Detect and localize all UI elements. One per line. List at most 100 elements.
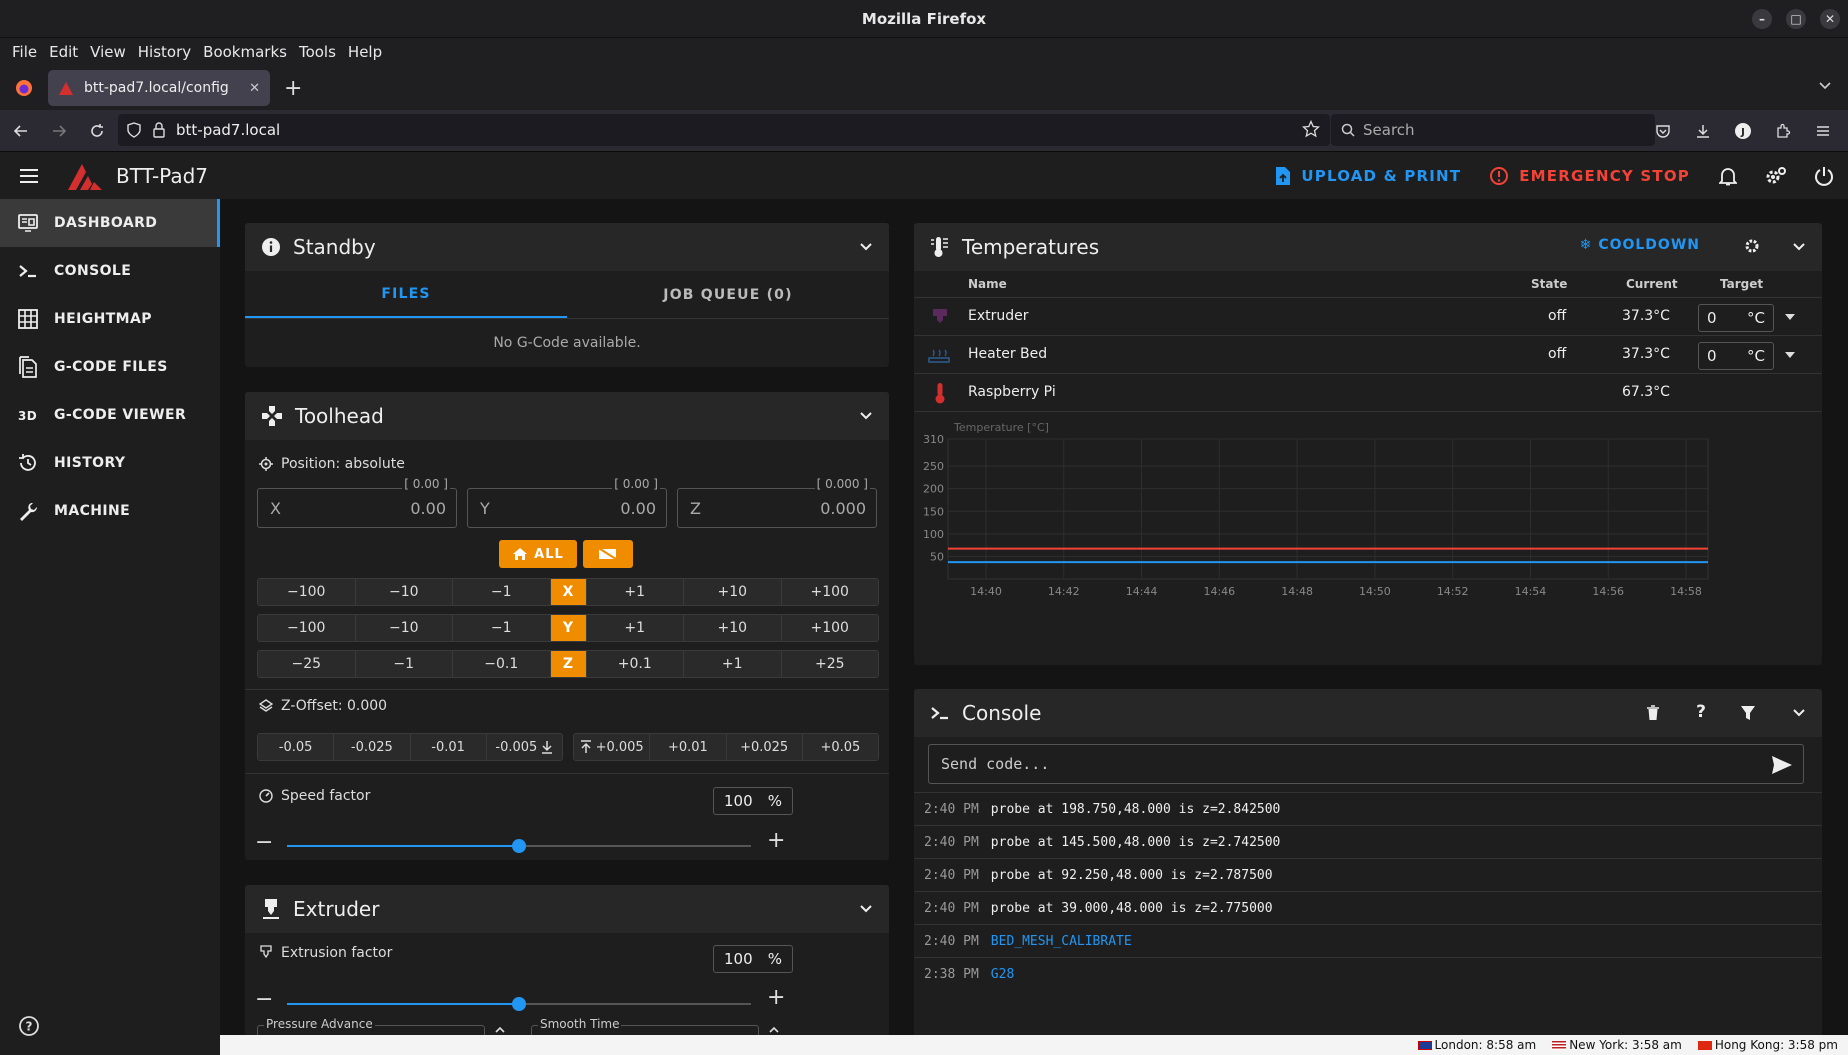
extensions-icon[interactable] (1766, 114, 1800, 148)
jog-z-button[interactable]: −25 (258, 651, 356, 677)
jog-x-button[interactable]: +10 (684, 579, 782, 605)
heater-bed-target-input[interactable]: 0 °C (1698, 342, 1774, 370)
z-offset-up-button[interactable]: +0.025 (726, 734, 803, 760)
z-offset-down-button[interactable]: -0.01 (410, 734, 487, 760)
motors-off-button[interactable] (583, 540, 633, 568)
sidebar-item-history[interactable]: HISTORY (0, 439, 220, 487)
menu-toggle-icon[interactable] (0, 168, 58, 184)
console-command-input[interactable]: Send code... (928, 744, 1804, 784)
notifications-bell-icon[interactable] (1704, 152, 1752, 199)
chevron-down-icon[interactable] (857, 406, 875, 424)
forward-button[interactable] (42, 114, 76, 148)
tab-job-queue[interactable]: JOB QUEUE (0) (663, 286, 793, 303)
cooldown-button[interactable]: ❄ COOLDOWN (1579, 237, 1700, 253)
pressure-advance-field[interactable]: Pressure Advance (257, 1017, 485, 1035)
home-z-button[interactable]: Z (550, 651, 587, 677)
chevron-down-icon[interactable] (1790, 237, 1808, 255)
menu-history[interactable]: History (137, 43, 192, 61)
reload-button[interactable] (80, 114, 114, 148)
chevron-down-icon[interactable] (857, 237, 875, 255)
z-offset-up-button[interactable]: +0.05 (802, 734, 878, 760)
back-button[interactable] (4, 114, 38, 148)
jog-z-button[interactable]: +1 (684, 651, 782, 677)
shield-icon[interactable] (126, 122, 142, 138)
help-icon[interactable]: ? (18, 1015, 40, 1037)
jog-y-button[interactable]: −10 (355, 615, 453, 641)
chevron-down-icon[interactable] (1790, 703, 1808, 721)
app-menu-icon[interactable] (1806, 114, 1840, 148)
jog-x-button[interactable]: −10 (355, 579, 453, 605)
list-all-tabs-icon[interactable] (1818, 78, 1832, 92)
delete-icon[interactable] (1646, 705, 1660, 721)
status-panel-header[interactable]: Standby (245, 223, 889, 271)
console-panel-header[interactable]: Console ? (914, 689, 1822, 737)
minimize-button[interactable]: – (1752, 9, 1772, 29)
x-position-field[interactable]: X[ 0.00 ] 0.00 (257, 477, 457, 528)
jog-y-button[interactable]: +10 (684, 615, 782, 641)
firefox-view-icon[interactable] (0, 79, 48, 97)
downloads-icon[interactable] (1686, 114, 1720, 148)
toolhead-panel-header[interactable]: Toolhead (245, 392, 889, 440)
sidebar-item-heightmap[interactable]: HEIGHTMAP (0, 295, 220, 343)
speed-factor-input[interactable]: 100% (713, 787, 793, 815)
preset-dropdown-icon[interactable] (1784, 312, 1796, 322)
jog-x-button[interactable]: −100 (258, 579, 356, 605)
jog-y-button[interactable]: −100 (258, 615, 356, 641)
extrusion-factor-input[interactable]: 100% (713, 945, 793, 973)
menu-view[interactable]: View (90, 43, 126, 61)
y-position-field[interactable]: Y[ 0.00 ] 0.00 (467, 477, 667, 528)
maximize-button[interactable]: □ (1786, 9, 1806, 29)
temperatures-panel-header[interactable]: Temperatures ❄ COOLDOWN (914, 223, 1822, 271)
jog-z-button[interactable]: −1 (355, 651, 453, 677)
sidebar-item-machine[interactable]: MACHINE (0, 487, 220, 535)
jog-x-button[interactable]: +100 (781, 579, 878, 605)
jog-z-button[interactable]: −0.1 (453, 651, 551, 677)
emergency-stop-button[interactable]: EMERGENCY STOP (1475, 166, 1704, 186)
menu-file[interactable]: File (12, 43, 38, 61)
chevron-up-icon[interactable] (493, 1023, 507, 1035)
z-offset-down-button[interactable]: -0.05 (258, 734, 335, 760)
extrusion-increase-button[interactable]: + (767, 985, 786, 1010)
sidebar-item-gcode-files[interactable]: G-CODE FILES (0, 343, 220, 391)
chevron-down-icon[interactable] (857, 899, 875, 917)
lock-icon[interactable] (152, 122, 166, 138)
power-icon[interactable] (1800, 152, 1848, 199)
extruder-target-input[interactable]: 0 °C (1698, 304, 1774, 332)
speed-decrease-button[interactable]: − (255, 830, 274, 855)
z-offset-up-button[interactable]: +0.005 (574, 734, 651, 760)
smooth-time-field[interactable]: Smooth Time (531, 1017, 759, 1035)
close-window-button[interactable]: ✕ (1820, 9, 1840, 29)
speed-increase-button[interactable]: + (767, 828, 786, 853)
z-offset-down-button[interactable]: -0.025 (334, 734, 411, 760)
help-circle-icon[interactable]: ? (1696, 702, 1706, 722)
jog-y-button[interactable]: +1 (586, 615, 684, 641)
home-y-button[interactable]: Y (550, 615, 587, 641)
sidebar-item-console[interactable]: CONSOLE (0, 247, 220, 295)
bookmark-star-icon[interactable] (1302, 120, 1320, 138)
tab-files[interactable]: FILES (245, 271, 567, 318)
extruder-panel-header[interactable]: Extruder (245, 885, 889, 933)
search-bar[interactable]: Search (1331, 114, 1655, 146)
url-text[interactable]: btt-pad7.local (176, 121, 281, 139)
speed-factor-slider[interactable] (287, 839, 751, 853)
jog-y-button[interactable]: +100 (781, 615, 878, 641)
preset-dropdown-icon[interactable] (1784, 350, 1796, 360)
account-avatar-icon[interactable]: J (1726, 114, 1760, 148)
z-offset-up-button[interactable]: +0.01 (650, 734, 727, 760)
close-tab-icon[interactable]: ✕ (249, 80, 260, 96)
extrusion-factor-slider[interactable] (287, 997, 751, 1011)
jog-x-button[interactable]: +1 (586, 579, 684, 605)
menu-tools[interactable]: Tools (298, 43, 336, 61)
home-x-button[interactable]: X (550, 579, 587, 605)
gear-icon[interactable] (1744, 238, 1760, 254)
z-offset-down-button[interactable]: -0.005 (486, 734, 562, 760)
menu-bookmarks[interactable]: Bookmarks (203, 43, 287, 61)
new-tab-button[interactable]: + (284, 75, 303, 101)
settings-cogs-icon[interactable] (1752, 152, 1800, 199)
pocket-icon[interactable] (1646, 114, 1680, 148)
jog-x-button[interactable]: −1 (453, 579, 551, 605)
menu-edit[interactable]: Edit (49, 43, 79, 61)
sidebar-item-gcode-viewer[interactable]: 3D G-CODE VIEWER (18, 407, 187, 423)
jog-z-button[interactable]: +0.1 (586, 651, 684, 677)
home-all-button[interactable]: ALL (499, 540, 577, 568)
